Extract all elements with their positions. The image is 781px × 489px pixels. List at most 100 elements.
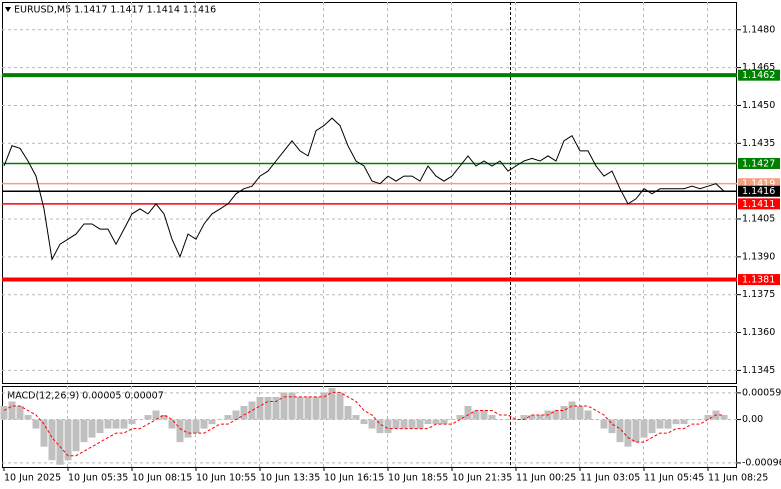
macd-bar	[384, 419, 392, 434]
y-tick-label: -0.00096	[742, 457, 781, 468]
macd-bar	[624, 419, 632, 447]
macd-bar	[8, 401, 16, 420]
macd-bar	[344, 405, 352, 420]
macd-bar	[320, 392, 328, 420]
macd-bar	[608, 419, 616, 434]
macd-bar	[416, 419, 424, 429]
macd-bar	[456, 415, 464, 420]
level-label-box	[738, 69, 780, 81]
menu-arrow	[5, 7, 11, 12]
macd-bar	[432, 419, 440, 425]
macd-bar	[696, 419, 704, 421]
macd-bar	[40, 419, 48, 447]
macd-bar	[592, 419, 600, 421]
macd-bar	[224, 415, 232, 420]
macd-bar	[288, 392, 296, 420]
macd-bar	[80, 419, 88, 443]
x-tick-label: 11 Jun 05:45	[644, 473, 704, 484]
macd-bar	[528, 415, 536, 420]
level-label-box	[738, 178, 780, 190]
macd-bar	[600, 419, 608, 429]
macd-bar	[400, 419, 408, 429]
macd-bar	[616, 419, 624, 443]
macd-bar	[296, 396, 304, 420]
macd-bar	[56, 419, 64, 465]
y-tick-label: 1.1435	[742, 138, 775, 149]
macd-bar	[672, 419, 680, 425]
macd-bar	[232, 410, 240, 420]
macd-bar	[120, 419, 128, 429]
macd-bar	[688, 419, 696, 421]
macd-bar	[552, 410, 560, 420]
y-tick-label: 1.1405	[742, 213, 775, 224]
macd-bar	[488, 415, 496, 420]
macd-bar	[192, 419, 200, 434]
macd-bar	[136, 419, 144, 421]
chart-title: EURUSD,M5 1.1417 1.1417 1.1414 1.1416	[14, 5, 216, 16]
x-tick-label: 10 Jun 2025	[4, 473, 61, 484]
macd-bar	[96, 419, 104, 434]
macd-bar	[352, 415, 360, 420]
y-tick-label: 0.00	[742, 414, 763, 425]
macd-bar	[104, 419, 112, 429]
macd-bar	[632, 419, 640, 443]
macd-bar	[720, 415, 728, 420]
macd-bar	[568, 401, 576, 420]
macd-bar	[376, 419, 384, 434]
macd-bar	[216, 419, 224, 421]
x-tick-label: 10 Jun 10:55	[196, 473, 256, 484]
macd-bar	[200, 419, 208, 429]
y-tick-label: 1.1480	[742, 24, 775, 35]
macd-bar	[264, 396, 272, 420]
y-tick-label: 0.00059	[742, 387, 781, 398]
macd-frame	[2, 386, 737, 468]
macd-bar	[336, 392, 344, 420]
macd-bar	[464, 405, 472, 420]
macd-bar	[64, 419, 72, 461]
macd-bar	[536, 415, 544, 420]
macd-bar	[48, 419, 56, 461]
macd-bar	[312, 396, 320, 420]
macd-bar	[72, 419, 80, 452]
macd-bar	[576, 405, 584, 420]
macd-bar	[368, 419, 376, 429]
level-label-box	[738, 185, 780, 197]
macd-bar	[168, 419, 176, 429]
macd-bar	[112, 419, 120, 429]
macd-bar	[328, 387, 336, 420]
macd-bar	[24, 415, 32, 420]
macd-bar	[16, 405, 24, 420]
level-label: 1.1411	[742, 199, 775, 210]
level-label: 1.1462	[742, 70, 775, 81]
macd-signal	[3, 391, 724, 457]
level-label: 1.1419	[742, 179, 775, 190]
macd-bar	[584, 410, 592, 420]
macd-bar	[512, 419, 520, 421]
macd-title: MACD(12,26,9) 0.00005 0.00007	[7, 391, 164, 402]
price-line	[3, 117, 725, 261]
x-tick-label: 10 Jun 21:35	[452, 473, 512, 484]
macd-bar	[480, 410, 488, 420]
x-tick-label: 10 Jun 05:35	[68, 473, 128, 484]
macd-bar	[280, 392, 288, 420]
macd-bar	[496, 419, 504, 421]
macd-bar	[240, 405, 248, 420]
macd-bar	[304, 396, 312, 420]
macd-bar	[448, 419, 456, 421]
macd-bar	[152, 410, 160, 420]
macd-bar	[504, 419, 512, 421]
x-tick-label: 11 Jun 00:25	[516, 473, 576, 484]
macd-bar	[640, 419, 648, 438]
main-frame	[2, 2, 737, 384]
macd-bar	[408, 419, 416, 429]
macd-bar	[656, 419, 664, 429]
macd-bar	[176, 419, 184, 443]
macd-bar	[88, 419, 96, 438]
macd-bar	[392, 419, 400, 429]
y-tick-label: 1.1360	[742, 327, 775, 338]
macd-bar	[680, 419, 688, 425]
macd-bar	[440, 419, 448, 425]
level-label: 1.1381	[742, 275, 775, 286]
macd-bar	[144, 415, 152, 420]
